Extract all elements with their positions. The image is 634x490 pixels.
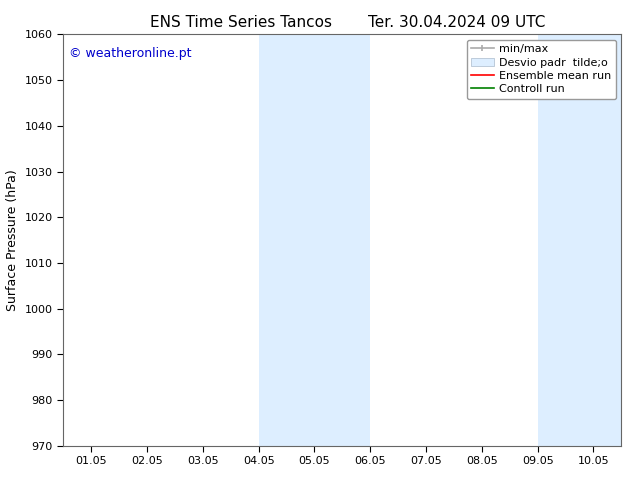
Text: © weatheronline.pt: © weatheronline.pt	[69, 47, 191, 60]
Legend: min/max, Desvio padr  tilde;o, Ensemble mean run, Controll run: min/max, Desvio padr tilde;o, Ensemble m…	[467, 40, 616, 99]
Y-axis label: Surface Pressure (hPa): Surface Pressure (hPa)	[6, 169, 19, 311]
Text: ENS Time Series Tancos: ENS Time Series Tancos	[150, 15, 332, 30]
Bar	[259, 34, 370, 446]
Text: Ter. 30.04.2024 09 UTC: Ter. 30.04.2024 09 UTC	[368, 15, 545, 30]
Bar	[538, 34, 634, 446]
